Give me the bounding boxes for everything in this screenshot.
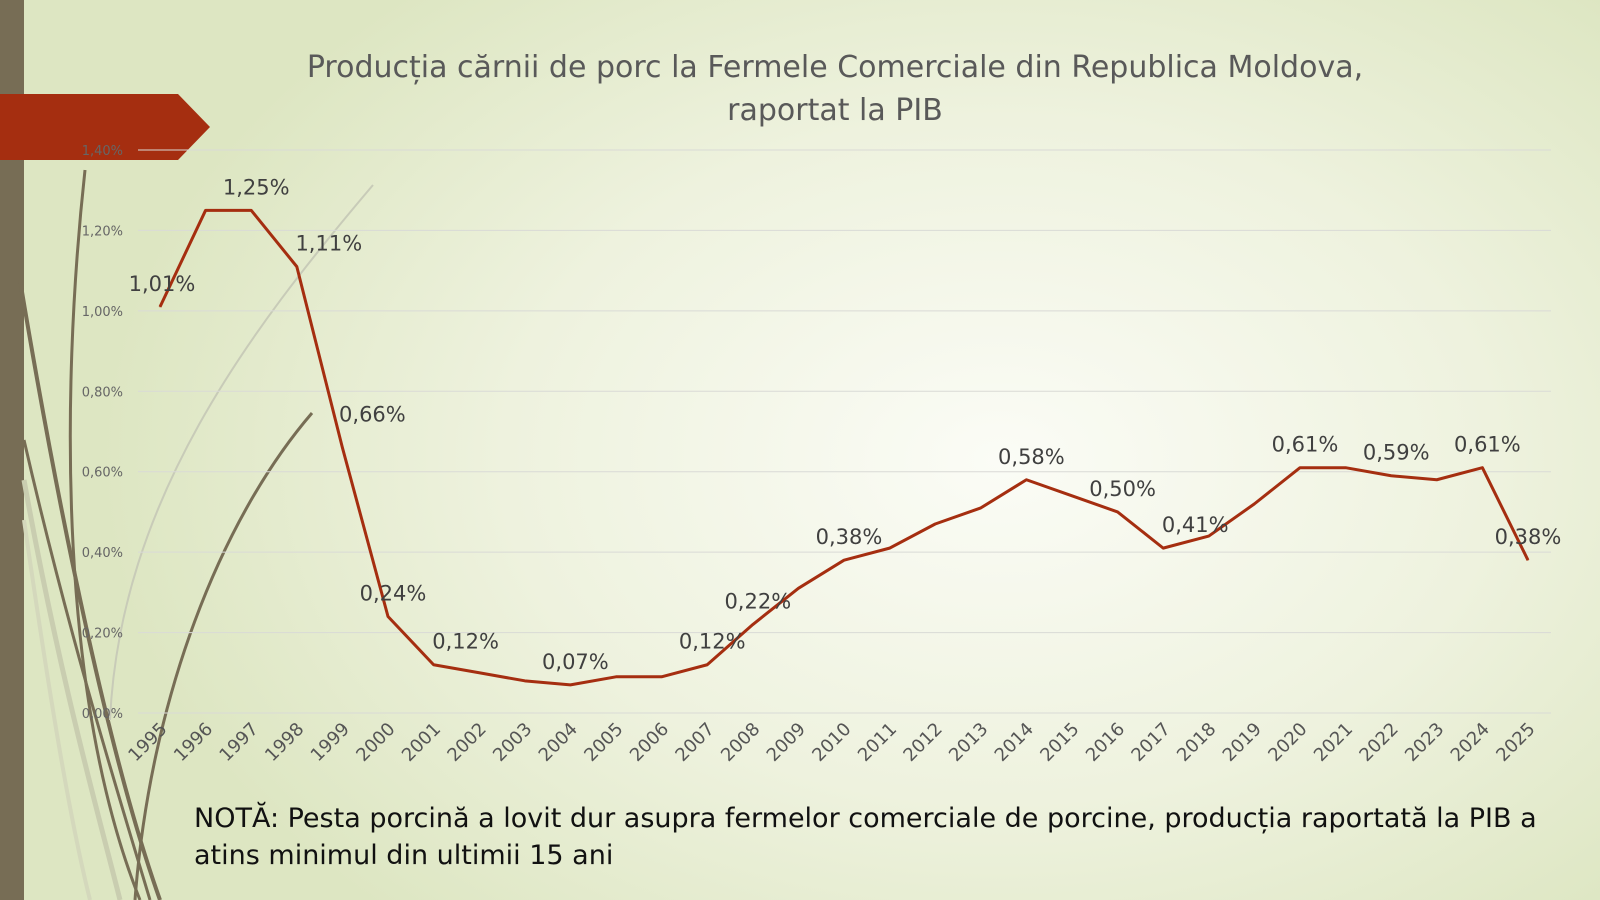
data-point xyxy=(478,672,480,674)
data-point xyxy=(1345,467,1347,469)
data-label: 0,07% xyxy=(542,650,609,674)
x-tick-label: 2014 xyxy=(991,719,1038,766)
data-label: 0,50% xyxy=(1089,477,1156,501)
x-tick-label: 2025 xyxy=(1492,719,1539,766)
data-point xyxy=(661,676,663,678)
data-point xyxy=(1390,475,1392,477)
data-point xyxy=(1481,467,1483,469)
data-label: 1,01% xyxy=(129,272,196,296)
x-tick-label: 2008 xyxy=(717,719,764,766)
x-tick-label: 2022 xyxy=(1355,719,1402,766)
data-label: 0,12% xyxy=(679,630,746,654)
data-point xyxy=(1025,479,1027,481)
data-point xyxy=(159,306,161,308)
data-point xyxy=(1299,467,1301,469)
data-point xyxy=(524,680,526,682)
x-tick-label: 2021 xyxy=(1310,719,1357,766)
data-label: 0,12% xyxy=(432,630,499,654)
data-point xyxy=(1527,559,1529,561)
x-tick-label: 2005 xyxy=(580,719,627,766)
x-tick-label: 2009 xyxy=(763,719,810,766)
data-label: 0,59% xyxy=(1363,441,1430,465)
data-label: 0,41% xyxy=(1162,513,1229,537)
data-point xyxy=(843,559,845,561)
data-label: 0,58% xyxy=(998,445,1065,469)
x-tick-label: 2023 xyxy=(1401,719,1448,766)
x-tick-label: 2007 xyxy=(671,719,718,766)
data-label: 0,61% xyxy=(1272,433,1339,457)
data-point xyxy=(433,664,435,666)
x-tick-label: 2013 xyxy=(945,719,992,766)
x-tick-label: 2017 xyxy=(1127,719,1174,766)
data-point xyxy=(205,209,207,211)
data-point xyxy=(752,624,754,626)
data-point xyxy=(797,587,799,589)
data-point xyxy=(615,676,617,678)
data-point xyxy=(1162,547,1164,549)
y-tick-label: 0,80% xyxy=(82,385,123,400)
x-tick-label: 2003 xyxy=(489,719,536,766)
y-tick-label: 1,00% xyxy=(82,305,123,320)
data-point xyxy=(706,664,708,666)
data-label: 0,24% xyxy=(360,581,427,605)
data-point xyxy=(1436,479,1438,481)
x-tick-label: 2019 xyxy=(1219,719,1266,766)
x-tick-label: 1995 xyxy=(124,719,171,766)
x-tick-label: 2011 xyxy=(854,719,901,766)
data-point xyxy=(569,684,571,686)
x-tick-label: 2018 xyxy=(1173,719,1220,766)
data-label: 1,11% xyxy=(295,232,362,256)
x-tick-label: 2004 xyxy=(535,719,582,766)
chart-title-line-1: Producția cărnii de porc la Fermele Come… xyxy=(306,50,1364,85)
data-point xyxy=(980,507,982,509)
y-tick-label: 1,40% xyxy=(82,144,123,159)
data-label: 0,22% xyxy=(724,590,791,614)
note-text: NOTĂ: Pesta porcină a lovit dur asupra f… xyxy=(194,803,1537,871)
data-point xyxy=(250,209,252,211)
x-tick-label: 1998 xyxy=(261,719,308,766)
chart-title-line-2: raportat la PIB xyxy=(727,93,943,128)
data-point xyxy=(296,266,298,268)
x-tick-label: 1996 xyxy=(170,719,217,766)
data-point xyxy=(387,615,389,617)
y-tick-label: 1,20% xyxy=(82,224,123,239)
x-tick-label: 2002 xyxy=(443,719,490,766)
y-tick-label: 0,40% xyxy=(82,546,123,561)
x-tick-label: 2000 xyxy=(352,719,399,766)
data-point xyxy=(1208,535,1210,537)
y-tick-label: 0,20% xyxy=(82,627,123,642)
data-label: 0,38% xyxy=(1495,525,1562,549)
x-tick-label: 2001 xyxy=(398,719,445,766)
x-tick-label: 1997 xyxy=(215,719,262,766)
data-label: 0,61% xyxy=(1454,433,1521,457)
data-point xyxy=(934,523,936,525)
red-arrow-banner xyxy=(0,94,210,160)
x-tick-label: 2012 xyxy=(899,719,946,766)
y-tick-label: 0,60% xyxy=(82,466,123,481)
x-tick-label: 2020 xyxy=(1264,719,1311,766)
chart-title: Producția cărnii de porc la Fermele Come… xyxy=(160,46,1510,132)
data-point xyxy=(1253,503,1255,505)
x-tick-label: 2024 xyxy=(1447,719,1494,766)
data-label: 0,66% xyxy=(339,403,406,427)
data-point xyxy=(1071,495,1073,497)
x-tick-label: 2016 xyxy=(1082,719,1129,766)
data-label: 1,25% xyxy=(223,175,290,199)
x-tick-label: 2015 xyxy=(1036,719,1083,766)
data-point xyxy=(1117,511,1119,513)
data-label: 0,38% xyxy=(816,525,883,549)
x-tick-label: 2010 xyxy=(808,719,855,766)
data-point xyxy=(889,547,891,549)
data-point xyxy=(341,447,343,449)
x-tick-label: 2006 xyxy=(626,719,673,766)
x-tick-label: 1999 xyxy=(307,719,354,766)
y-tick-label: 0,00% xyxy=(82,707,123,722)
